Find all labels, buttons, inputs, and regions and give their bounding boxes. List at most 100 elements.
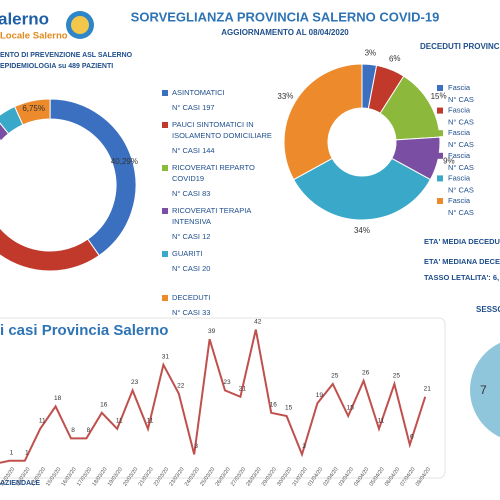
point-label: 39 <box>208 328 216 335</box>
slice-label-unit: % <box>369 49 376 58</box>
point-label: 15 <box>347 405 355 412</box>
slice-label: 40,29% <box>111 157 138 166</box>
donut-slice <box>292 157 432 221</box>
legend-label: ASINTOMATICI <box>172 88 225 97</box>
legend-label: COVID19 <box>172 174 204 183</box>
point-label: 23 <box>131 379 139 386</box>
legend-label: ISOLAMENTO DOMICILIARE <box>172 131 272 140</box>
slice-label-unit: % <box>448 157 455 166</box>
point-label: 18 <box>54 395 62 402</box>
slice-label-unit: % <box>393 54 400 63</box>
point-label: 22 <box>177 382 185 389</box>
point-label: 26 <box>362 370 370 377</box>
sesso-label: 7 <box>480 383 487 397</box>
line-panel <box>0 317 446 479</box>
legend-label: Fascia <box>448 128 471 137</box>
legend-cases: N° CAS <box>448 163 474 172</box>
legend-swatch <box>437 175 443 182</box>
slice-label: 6,75% <box>22 104 45 113</box>
point-label: 21 <box>239 386 247 393</box>
point-label: 11 <box>378 418 385 425</box>
chart-title: DECEDUTI PROVINCI <box>420 42 500 51</box>
chart-title: ENTO DI PREVENZIONE ASL SALERNO <box>0 52 133 59</box>
legend-cases: N° CAS <box>448 140 474 149</box>
legend-swatch <box>437 85 443 91</box>
point-label: 6 <box>410 434 414 441</box>
legend-cases: N° CASI 33 <box>172 308 210 317</box>
slice-label-unit: % <box>286 92 293 101</box>
point-label: 23 <box>223 379 231 386</box>
point-label: 8 <box>71 427 75 434</box>
legend-cases: N° CAS <box>448 118 474 127</box>
legend-label: DECEDUTI <box>172 293 210 302</box>
legend-cases: N° CASI 144 <box>172 146 215 155</box>
legend-swatch <box>162 295 168 301</box>
legend-label: Fascia <box>448 106 471 115</box>
stat-text: ETA' MEDIA DECEDU <box>424 237 500 246</box>
legend-swatch <box>437 152 443 159</box>
stat-text: TASSO LETALITA': 6, <box>424 273 499 282</box>
point-label: 1 <box>25 450 29 457</box>
legend-cases: N° CASI 197 <box>172 103 215 112</box>
point-label: 19 <box>316 392 324 399</box>
chart-title: EPIDEMIOLOGIA su 489 PAZIENTI <box>0 63 113 70</box>
point-label: 3 <box>194 443 198 450</box>
slice-label: 34% <box>354 226 370 235</box>
line-series <box>0 329 427 464</box>
point-label: 42 <box>254 318 262 325</box>
legend-swatch <box>162 90 168 96</box>
stat-text: ETA' MEDIANA DECE <box>424 257 500 266</box>
point-label: 8 <box>87 427 91 434</box>
legend-cases: N° CASI 12 <box>172 232 210 241</box>
slice-label: 3% <box>365 49 377 58</box>
legend-label: RICOVERATI REPARTO <box>172 163 255 172</box>
slice-label: 9% <box>443 157 455 166</box>
legend-label: Fascia <box>448 173 471 182</box>
legend-swatch <box>162 208 168 214</box>
slice-label: 6% <box>389 54 401 63</box>
chart-title: i casi Provincia Salerno <box>0 322 168 339</box>
point-label: 11 <box>116 418 123 425</box>
point-label: 1 <box>10 450 14 457</box>
logo-title: alerno <box>0 9 49 28</box>
legend-swatch <box>162 165 168 171</box>
legend-label: INTENSIVA <box>172 217 211 226</box>
legend-label: RICOVERATI TERAPIA <box>172 206 251 215</box>
donut-slice <box>14 98 51 126</box>
point-label: 16 <box>100 402 108 409</box>
slice-label-unit: % <box>439 92 446 101</box>
donut-slice <box>0 227 100 272</box>
legend-cases: N° CAS <box>448 208 474 217</box>
footer: AZIENDALE <box>0 480 40 487</box>
point-label: 31 <box>162 354 170 361</box>
slice-label-unit: % <box>363 226 370 235</box>
legend-label: Fascia <box>448 196 471 205</box>
legend-label: GUARITI <box>172 249 202 258</box>
legend-label: Fascia <box>448 83 471 92</box>
legend-label: Fascia <box>448 151 471 160</box>
legend-swatch <box>437 107 443 114</box>
legend-label: PAUCI SINTOMATICI IN <box>172 120 254 129</box>
point-label: 21 <box>424 386 432 393</box>
point-label: 3 <box>302 443 306 450</box>
legend-cases: N° CASI 83 <box>172 189 210 198</box>
title: SORVEGLIANZA PROVINCIA SALERNO COVID-19 <box>131 9 440 24</box>
point-label: 16 <box>270 402 278 409</box>
chart-title: SESSO <box>476 305 500 314</box>
legend-swatch <box>162 251 168 257</box>
point-label: 15 <box>285 405 293 412</box>
sesso-pie <box>470 342 500 438</box>
logo-icon-inner <box>71 16 89 34</box>
donut-slice <box>283 63 363 181</box>
point-label: 25 <box>393 373 401 380</box>
point-label: 25 <box>331 373 339 380</box>
legend-swatch <box>437 198 443 204</box>
point-label: 11 <box>147 418 154 425</box>
point-label: 11 <box>39 418 46 425</box>
legend-swatch <box>162 122 168 128</box>
logo-subtitle: Locale Salerno <box>0 31 68 42</box>
slice-label: 33% <box>277 92 293 101</box>
legend-cases: N° CASI 20 <box>172 264 210 273</box>
slice-label: 15% <box>431 92 447 101</box>
